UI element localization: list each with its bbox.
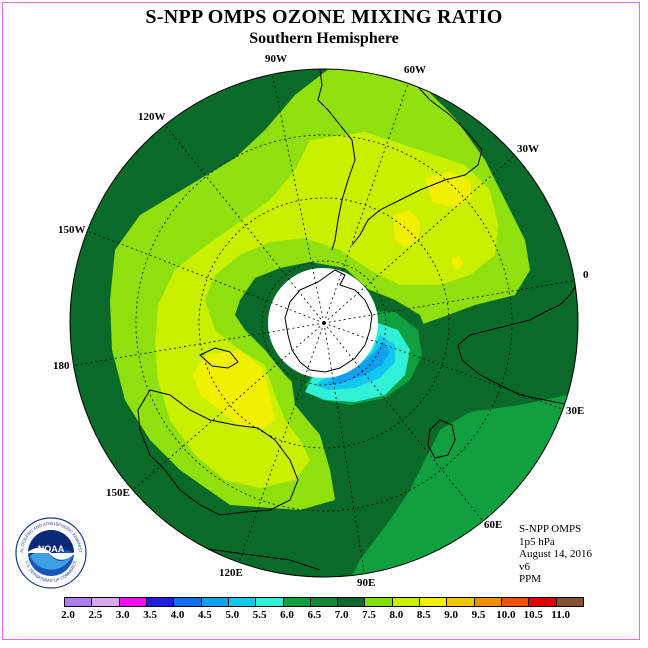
- colorbar-swatch: [502, 598, 530, 606]
- meridian-60w: [323, 77, 411, 324]
- meridian-30w: [323, 154, 516, 324]
- longitude-labels: 90W 60W 120W 30W 150W 0 180 30E 150E 60E…: [53, 53, 589, 589]
- south-pole-marker: [322, 321, 326, 325]
- label-0: 0: [583, 269, 589, 281]
- colorbar-label: 6.0: [280, 609, 294, 621]
- label-120e: 120E: [219, 567, 243, 579]
- ozone-band-8-5-small: [452, 256, 463, 270]
- colorbar-label: 11.0: [551, 609, 570, 621]
- colorbar-swatch: [92, 598, 120, 606]
- label-120w: 120W: [138, 111, 166, 123]
- label-30w: 30W: [517, 143, 539, 155]
- meridian-120w: [164, 124, 325, 324]
- colorbar-swatch: [447, 598, 475, 606]
- page-title: S-NPP OMPS OZONE MIXING RATIO: [145, 6, 503, 28]
- colorbar-swatch: [201, 598, 229, 606]
- page-frame: [2, 2, 640, 640]
- antarctica-coast: [284, 269, 373, 373]
- ozone-band-8-5-south-america: [393, 210, 420, 248]
- colorbar-label: 3.0: [115, 609, 130, 621]
- ozone-band-8-5-indian: [193, 350, 275, 430]
- ozone-band-4-5: [325, 342, 390, 385]
- colorbar-label: 5.0: [225, 609, 240, 621]
- colorbar-swatch: [256, 598, 284, 606]
- label-150e: 150E: [106, 487, 130, 499]
- colorbar-labels: 2.0 2.5 3.0 3.5 4.0 4.5 5.0 5.5 6.0 6.5 7.0 7.5 8.0 8…: [0, 609, 648, 623]
- colorbar-label: 6.5: [307, 609, 322, 621]
- product-units: PPM: [519, 573, 542, 585]
- colorbar-label: 10.5: [523, 609, 543, 621]
- label-180: 180: [53, 360, 70, 372]
- australia-coast: [137, 389, 299, 516]
- colorbar-label: 7.0: [334, 609, 349, 621]
- colorbar-swatch: [283, 598, 311, 606]
- colorbar-swatch: [365, 598, 393, 606]
- map-boundary: [69, 68, 579, 578]
- colorbar-swatch: [146, 598, 175, 606]
- colorbar-label: 7.5: [362, 609, 376, 621]
- product-version: v6: [519, 560, 530, 573]
- meridian-150e: [132, 322, 325, 491]
- meridian-90w: [270, 69, 325, 324]
- label-60w: 60W: [404, 64, 426, 76]
- south-america-east-coast: [351, 77, 483, 246]
- lat-circle-60s: [198, 197, 450, 449]
- colorbar-swatch: [65, 598, 93, 606]
- colorbar-swatch: [338, 598, 366, 606]
- colorbar-label: 3.5: [143, 609, 157, 621]
- meridian-60e: [323, 322, 483, 521]
- madagascar-coast: [427, 419, 456, 459]
- colorbar-label: 9.5: [471, 609, 486, 621]
- colorbar: [64, 597, 584, 607]
- colorbar-label: 5.5: [252, 609, 267, 621]
- page-subtitle: Southern Hemisphere: [249, 30, 399, 47]
- label-90e: 90E: [357, 577, 375, 589]
- colorbar-label: 9.0: [444, 609, 459, 621]
- new-zealand-coast: [199, 347, 239, 369]
- label-60e: 60E: [484, 519, 502, 531]
- product-name: S-NPP OMPS: [519, 523, 582, 535]
- colorbar-label: 10.0: [496, 609, 516, 621]
- product-info: S-NPP OMPS 1p5 hPa August 14, 2016 v6 PP…: [519, 523, 592, 586]
- colorbar-label: 2.0: [61, 609, 75, 621]
- colorbar-swatch: [228, 598, 257, 606]
- south-america-coast: [317, 69, 356, 251]
- product-date: August 14, 2016: [519, 548, 593, 560]
- label-90w: 90W: [265, 53, 287, 65]
- colorbar-swatch: [556, 598, 583, 606]
- colorbar-label: 4.0: [170, 609, 185, 621]
- noaa-logo-text: NOAA: [38, 544, 65, 554]
- colorbar-swatch: [420, 598, 448, 606]
- colorbar-label: 8.5: [416, 609, 431, 621]
- noaa-emblem-icon: NOAA NATIONAL OCEANIC AND ATMOSPHERIC AD…: [12, 512, 87, 589]
- colorbar-swatch: [119, 598, 147, 606]
- colorbar-swatch: [310, 598, 339, 606]
- label-30e: 30E: [566, 405, 584, 417]
- colorbar-label: 4.5: [197, 609, 212, 621]
- noaa-logo: NOAA NATIONAL OCEANIC AND ATMOSPHERIC AD…: [12, 512, 88, 595]
- graticule: [70, 69, 578, 577]
- lat-circle-80s: [261, 260, 387, 386]
- colorbar-swatch: [174, 598, 202, 606]
- colorbar-swatch: [392, 598, 421, 606]
- pressure-level: 1p5 hPa: [519, 535, 555, 548]
- lat-circle-40s: [135, 134, 513, 512]
- africa-coast: [457, 281, 578, 411]
- ozone-field: [70, 69, 578, 577]
- ozone-band-8-5-atlantic: [425, 172, 472, 208]
- colorbar-label: 2.5: [88, 609, 103, 621]
- colorbar-swatch: [474, 598, 502, 606]
- colorbar-label: 8.0: [389, 609, 404, 621]
- label-150w: 150W: [58, 224, 86, 236]
- colorbar-swatch: [529, 598, 557, 606]
